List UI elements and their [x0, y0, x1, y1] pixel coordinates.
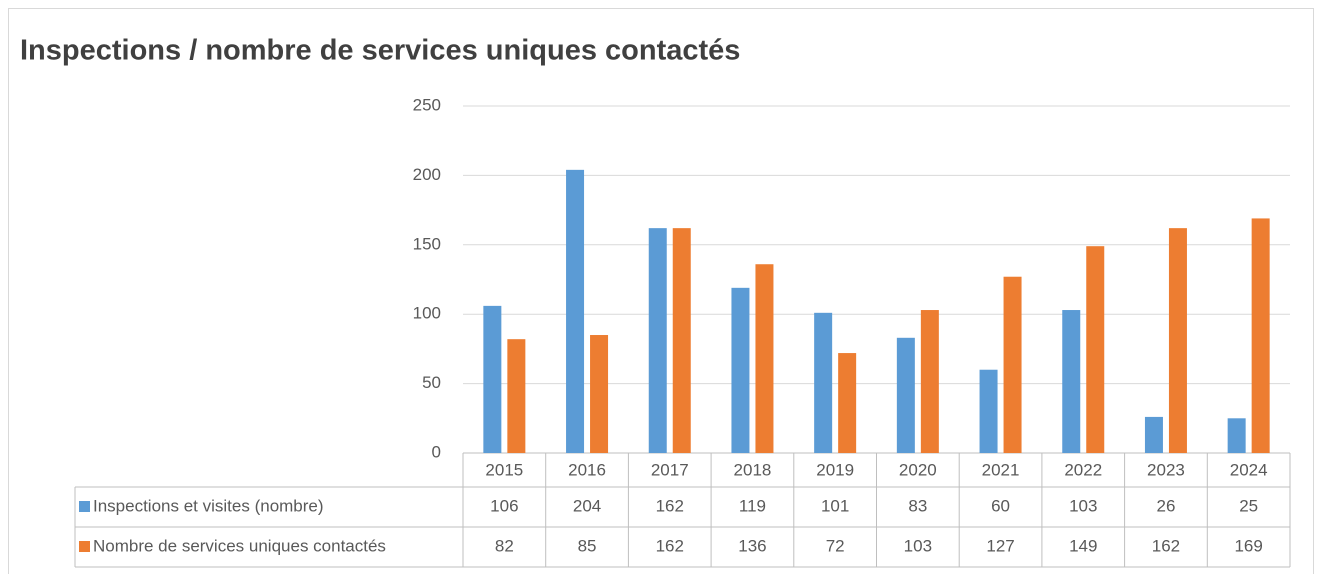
- legend-label: Inspections et visites (nombre): [93, 496, 324, 515]
- bar: [755, 264, 774, 453]
- table-value: 60: [991, 496, 1010, 515]
- x-tick-label: 2015: [485, 460, 523, 479]
- y-tick-label: 150: [413, 234, 441, 253]
- bar: [731, 287, 750, 453]
- bar: [838, 353, 857, 453]
- x-tick-label: 2017: [651, 460, 689, 479]
- bar: [814, 312, 833, 453]
- table-value: 85: [578, 536, 597, 555]
- table-value: 26: [1156, 496, 1175, 515]
- x-tick-label: 2021: [982, 460, 1020, 479]
- table-value: 204: [573, 496, 601, 515]
- bar: [979, 369, 998, 453]
- table-value: 103: [904, 536, 932, 555]
- bar: [507, 339, 526, 453]
- bar: [1168, 228, 1187, 453]
- x-tick-label: 2018: [734, 460, 772, 479]
- bar: [1144, 416, 1163, 453]
- x-tick-label: 2019: [816, 460, 854, 479]
- bar: [483, 305, 502, 453]
- bar: [1062, 310, 1081, 453]
- table-value: 25: [1239, 496, 1258, 515]
- bar: [1086, 246, 1105, 453]
- bar: [1251, 218, 1270, 453]
- legend-label: Nombre de services uniques contactés: [93, 536, 386, 555]
- x-tick-label: 2024: [1230, 460, 1268, 479]
- table-value: 162: [656, 536, 684, 555]
- bar: [920, 310, 939, 453]
- y-tick-label: 250: [413, 95, 441, 114]
- table-value: 136: [738, 536, 766, 555]
- table-value: 101: [821, 496, 849, 515]
- legend-swatch: [79, 501, 90, 512]
- table-value: 127: [986, 536, 1014, 555]
- x-tick-label: 2023: [1147, 460, 1185, 479]
- table-value: 119: [739, 496, 766, 515]
- bar: [672, 228, 691, 453]
- table-value: 106: [490, 496, 518, 515]
- y-tick-label: 0: [432, 442, 441, 461]
- bar: [566, 169, 585, 453]
- bar: [590, 335, 609, 453]
- chart-title: Inspections / nombre de services uniques…: [20, 35, 740, 67]
- table-value: 149: [1069, 536, 1097, 555]
- y-tick-label: 200: [413, 165, 441, 184]
- table-value: 162: [656, 496, 684, 515]
- table-value: 169: [1234, 536, 1262, 555]
- table-value: 103: [1069, 496, 1097, 515]
- table-value: 72: [826, 536, 845, 555]
- x-tick-label: 2022: [1064, 460, 1102, 479]
- bar: [648, 228, 667, 453]
- bar: [1227, 418, 1246, 453]
- table-value: 162: [1152, 536, 1180, 555]
- bar: [896, 337, 915, 453]
- y-tick-label: 100: [413, 304, 441, 323]
- x-tick-label: 2020: [899, 460, 937, 479]
- x-tick-label: 2016: [568, 460, 606, 479]
- legend-swatch: [79, 541, 90, 552]
- y-tick-label: 50: [422, 373, 441, 392]
- bar: [1003, 276, 1022, 453]
- table-value: 82: [495, 536, 514, 555]
- table-value: 83: [908, 496, 927, 515]
